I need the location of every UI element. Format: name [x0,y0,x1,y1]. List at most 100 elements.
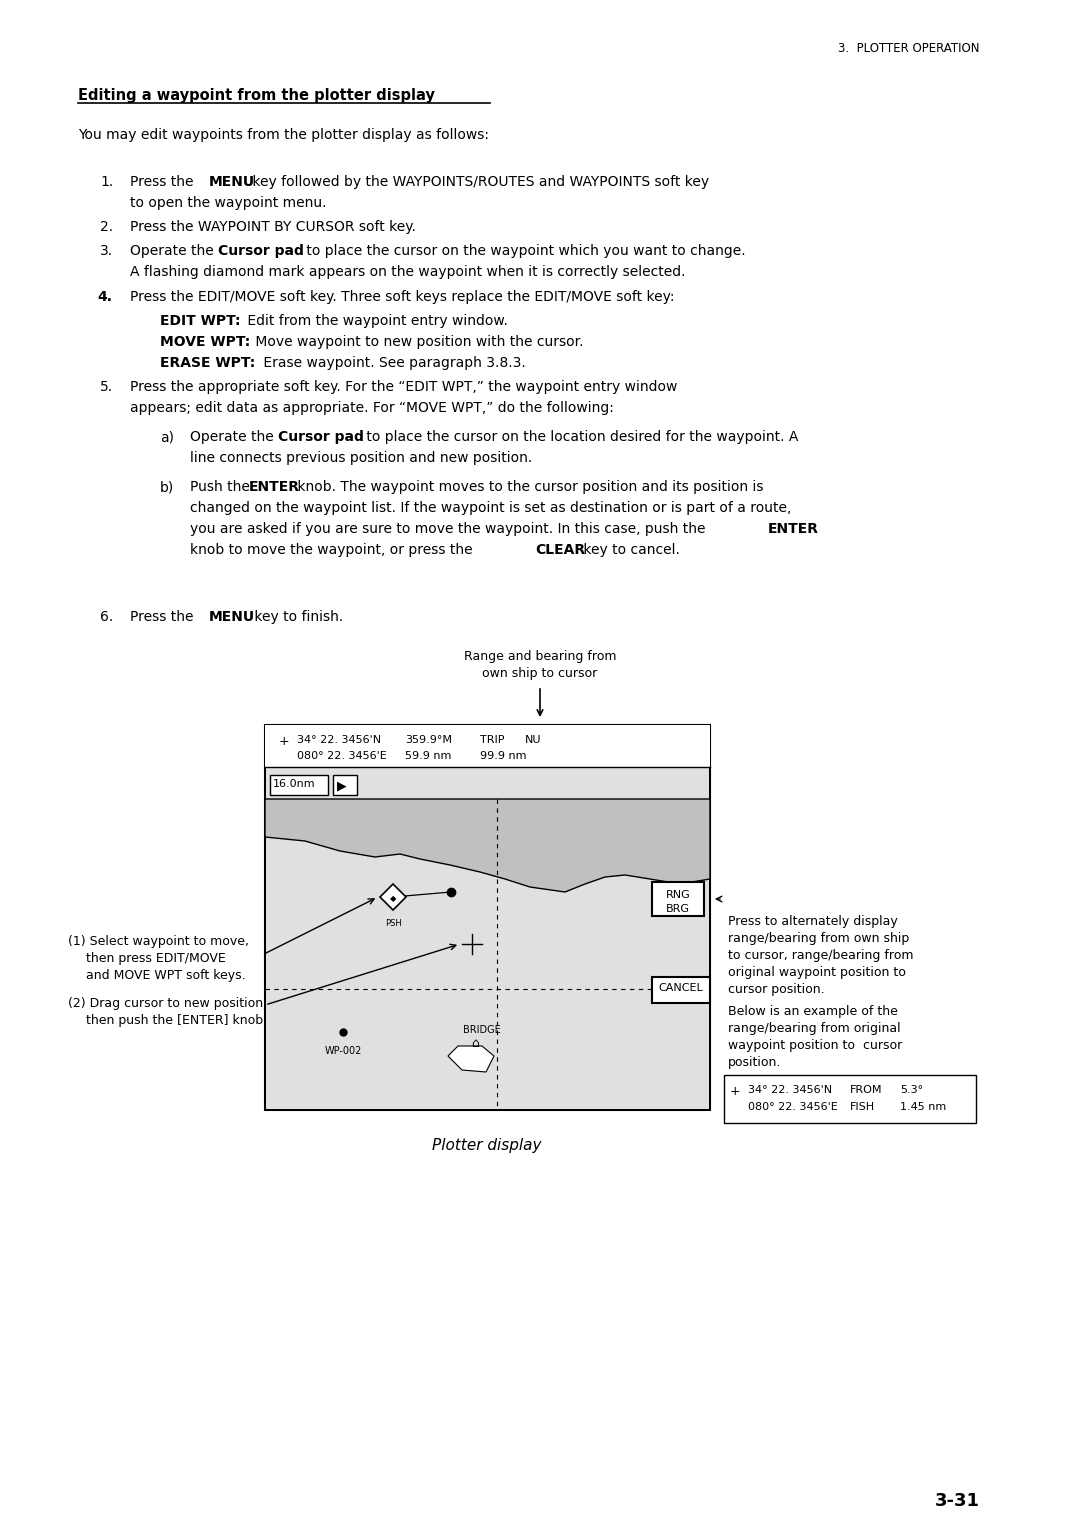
Text: CANCEL: CANCEL [659,983,703,993]
Text: Press the appropriate soft key. For the “EDIT WPT,” the waypoint entry window: Press the appropriate soft key. For the … [130,380,677,394]
Text: Press the WAYPOINT BY CURSOR soft key.: Press the WAYPOINT BY CURSOR soft key. [130,220,416,234]
Text: then push the [ENTER] knob.: then push the [ENTER] knob. [86,1015,267,1027]
Text: A flashing diamond mark appears on the waypoint when it is correctly selected.: A flashing diamond mark appears on the w… [130,264,686,280]
Text: key to finish.: key to finish. [249,610,343,623]
Text: (2) Drag cursor to new position,: (2) Drag cursor to new position, [68,996,267,1010]
Text: FROM: FROM [850,1085,882,1096]
Text: range/bearing from own ship: range/bearing from own ship [728,932,909,944]
Text: ◆: ◆ [390,894,396,903]
Text: Press the: Press the [130,176,198,189]
Text: +: + [730,1085,741,1099]
Bar [652,976,710,1002]
Text: RNG: RNG [665,889,690,900]
Text: MENU: MENU [210,176,255,189]
Text: Operate the: Operate the [190,429,279,445]
Text: MENU: MENU [210,610,255,623]
Text: 5.3°: 5.3° [900,1085,923,1096]
Text: ENTER: ENTER [768,523,819,536]
Text: position.: position. [728,1056,781,1070]
Bar [265,724,710,767]
Text: 3.: 3. [100,244,113,258]
Text: 5.: 5. [100,380,113,394]
Text: 6.: 6. [100,610,113,623]
Text: knob. The waypoint moves to the cursor position and its position is: knob. The waypoint moves to the cursor p… [293,480,764,494]
Text: ▶: ▶ [337,779,347,792]
Text: appears; edit data as appropriate. For “MOVE WPT,” do the following:: appears; edit data as appropriate. For “… [130,400,613,416]
Text: ERASE WPT:: ERASE WPT: [160,356,255,370]
Text: Edit from the waypoint entry window.: Edit from the waypoint entry window. [243,313,508,329]
Text: Erase waypoint. See paragraph 3.8.3.: Erase waypoint. See paragraph 3.8.3. [259,356,526,370]
Text: ⌂: ⌂ [471,1038,478,1050]
Text: to open the waypoint menu.: to open the waypoint menu. [130,196,326,209]
Text: changed on the waypoint list. If the waypoint is set as destination or is part o: changed on the waypoint list. If the way… [190,501,792,515]
Text: key to cancel.: key to cancel. [579,542,680,558]
Text: CLEAR: CLEAR [535,542,585,558]
Text: to place the cursor on the location desired for the waypoint. A: to place the cursor on the location desi… [362,429,798,445]
Polygon shape [265,799,710,892]
Polygon shape [380,885,406,911]
Text: b): b) [160,480,174,494]
Text: 59.9 nm: 59.9 nm [405,750,451,761]
Text: ENTER: ENTER [249,480,300,494]
Text: Below is an example of the: Below is an example of the [728,1005,897,1018]
Text: own ship to cursor: own ship to cursor [483,668,597,680]
Text: 3.  PLOTTER OPERATION: 3. PLOTTER OPERATION [838,41,980,55]
Text: BRIDGE: BRIDGE [463,1025,501,1034]
Text: You may edit waypoints from the plotter display as follows:: You may edit waypoints from the plotter … [78,128,489,142]
Text: Press the: Press the [130,610,198,623]
Text: 359.9°M: 359.9°M [405,735,453,746]
Text: 4.: 4. [97,290,112,304]
Bar [724,1076,976,1123]
Text: 2.: 2. [100,220,113,234]
Text: line connects previous position and new position.: line connects previous position and new … [190,451,532,465]
Text: 080° 22. 3456'E: 080° 22. 3456'E [297,750,387,761]
Text: Plotter display: Plotter display [432,1138,542,1154]
Polygon shape [448,1047,494,1073]
Text: to cursor, range/bearing from: to cursor, range/bearing from [728,949,914,963]
Text: key followed by the WAYPOINTS/ROUTES and WAYPOINTS soft key: key followed by the WAYPOINTS/ROUTES and… [248,176,710,189]
Text: WP-002: WP-002 [324,1047,362,1056]
Text: waypoint position to  cursor: waypoint position to cursor [728,1039,902,1051]
Text: 1.45 nm: 1.45 nm [900,1102,946,1112]
Text: Cursor pad: Cursor pad [218,244,303,258]
Text: to place the cursor on the waypoint which you want to change.: to place the cursor on the waypoint whic… [302,244,745,258]
Text: MOVE WPT:: MOVE WPT: [160,335,251,348]
Text: +: + [279,735,289,749]
Text: (1) Select waypoint to move,: (1) Select waypoint to move, [68,935,249,947]
Text: Move waypoint to new position with the cursor.: Move waypoint to new position with the c… [251,335,583,348]
Text: knob to move the waypoint, or press the: knob to move the waypoint, or press the [190,542,477,558]
Text: Press the EDIT/MOVE soft key. Three soft keys replace the EDIT/MOVE soft key:: Press the EDIT/MOVE soft key. Three soft… [130,290,675,304]
Text: you are asked if you are sure to move the waypoint. In this case, push the: you are asked if you are sure to move th… [190,523,710,536]
Text: BRG: BRG [666,905,690,914]
Bar [270,775,328,795]
Text: Operate the: Operate the [130,244,218,258]
Text: 1.: 1. [100,176,113,189]
Text: NU: NU [525,735,541,746]
Text: 080° 22. 3456'E: 080° 22. 3456'E [748,1102,838,1112]
Text: 99.9 nm: 99.9 nm [480,750,527,761]
Text: TRIP: TRIP [480,735,504,746]
Text: 34° 22. 3456'N: 34° 22. 3456'N [748,1085,832,1096]
Text: 34° 22. 3456'N: 34° 22. 3456'N [297,735,381,746]
Bar [333,775,357,795]
Text: Cursor pad: Cursor pad [278,429,364,445]
Text: 16.0nm: 16.0nm [273,779,315,788]
FancyArrowPatch shape [537,689,543,715]
Text: Press to alternately display: Press to alternately display [728,915,897,927]
Text: then press EDIT/MOVE: then press EDIT/MOVE [86,952,226,966]
Text: FISH: FISH [850,1102,875,1112]
Text: cursor position.: cursor position. [728,983,825,996]
Text: a): a) [160,429,174,445]
Text: Editing a waypoint from the plotter display: Editing a waypoint from the plotter disp… [78,89,435,102]
Text: EDIT WPT:: EDIT WPT: [160,313,241,329]
Text: PSH: PSH [384,918,402,927]
Text: and MOVE WPT soft keys.: and MOVE WPT soft keys. [86,969,245,983]
Text: Range and bearing from: Range and bearing from [463,649,617,663]
Text: original waypoint position to: original waypoint position to [728,966,906,979]
Bar [265,724,710,1109]
Text: 3-31: 3-31 [935,1491,980,1510]
Text: Push the: Push the [190,480,254,494]
Bar [266,767,708,1109]
Text: range/bearing from original: range/bearing from original [728,1022,901,1034]
Bar [652,882,704,915]
